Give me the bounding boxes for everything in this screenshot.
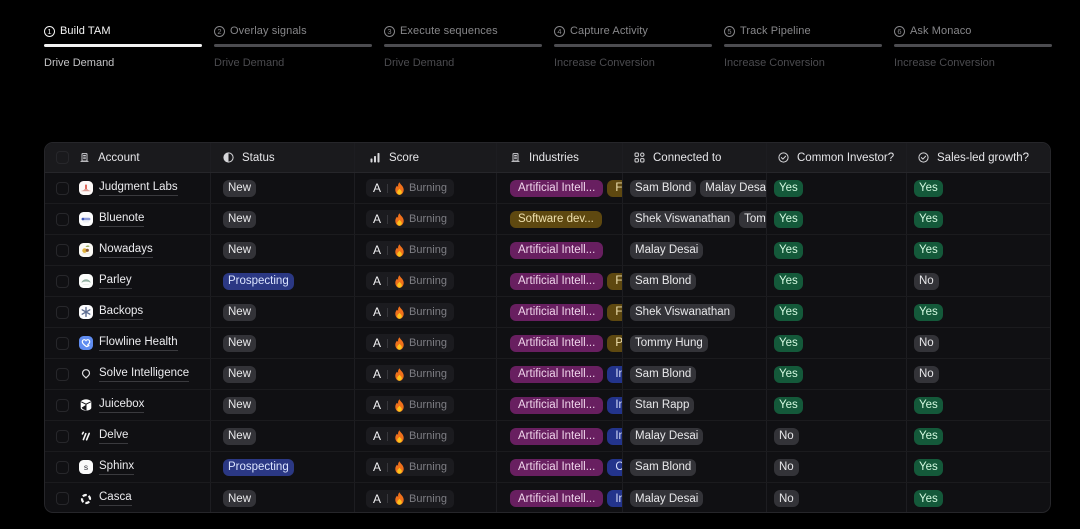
svg-text:s: s <box>84 462 88 472</box>
